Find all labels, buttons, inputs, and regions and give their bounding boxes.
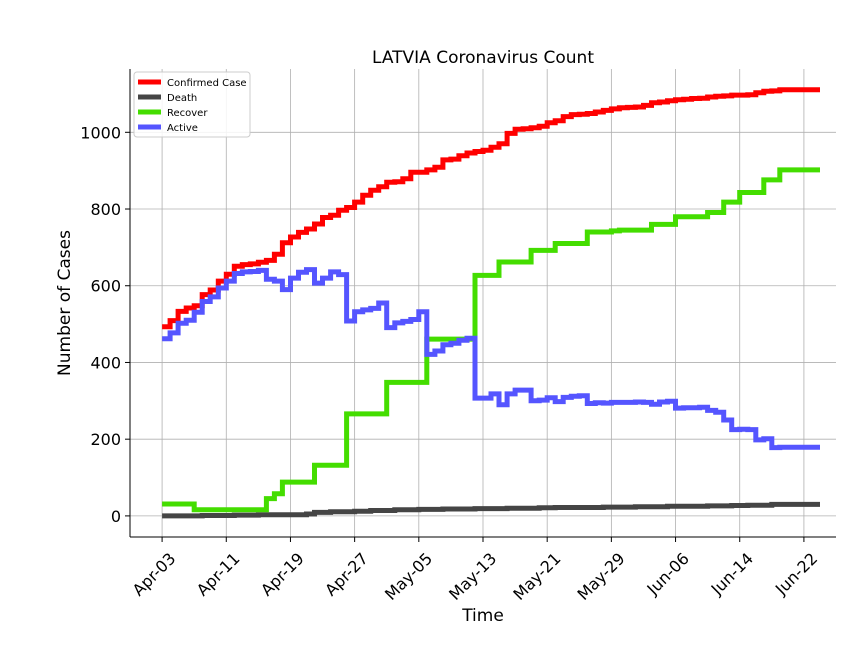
y-tick-label: 400 [90,353,121,372]
legend-label: Recover [167,108,208,119]
series-line-recover [162,167,820,513]
legend: Confirmed Case Death Recover Active [133,71,251,138]
x-axis-label: Time [461,606,504,626]
x-tick-label: Jun-22 [771,549,821,599]
x-tick-label: May-29 [574,549,629,604]
x-tick-label: May-21 [509,549,564,604]
series-line-death [162,501,820,519]
x-tick-label: Apr-27 [321,549,372,600]
ticks: Apr-03 Apr-11 Apr-19 Apr-27 May-05 May-13 May-… [80,123,821,604]
y-tick-label: 1000 [80,123,121,142]
series-line-active [162,267,820,451]
x-tick-label: May-05 [381,549,436,604]
x-tick-label: May-13 [445,549,500,604]
y-tick-label: 200 [90,430,121,449]
chart-title: LATVIA Coronavirus Count [372,48,594,68]
x-tick-label: Apr-03 [129,549,180,600]
y-tick-label: 800 [90,200,121,219]
series-line-confirmed-case [162,87,820,330]
y-tick-label: 0 [111,507,121,526]
series-lines [162,87,820,519]
legend-label: Active [167,123,198,134]
y-tick-label: 600 [90,277,121,296]
x-tick-label: Apr-19 [257,549,308,600]
grid [130,69,836,537]
legend-box [133,71,251,138]
legend-label: Death [167,93,197,104]
x-tick-label: Apr-11 [193,549,244,600]
y-axis-label: Number of Cases [55,230,75,376]
legend-label: Confirmed Case [167,78,247,89]
x-tick-label: Jun-06 [643,549,693,599]
x-tick-label: Jun-14 [707,549,757,599]
